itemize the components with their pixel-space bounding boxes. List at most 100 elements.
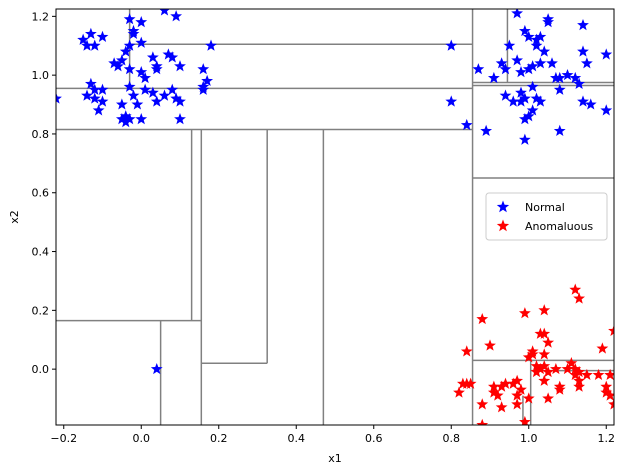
x-tick-label: 0.0	[133, 432, 151, 445]
data-point	[608, 398, 614, 410]
data-point	[569, 283, 582, 295]
y-tick-label: 0.6	[32, 187, 50, 200]
data-point	[135, 66, 148, 78]
data-point	[197, 63, 210, 75]
data-point	[553, 124, 566, 137]
data-point	[561, 68, 574, 81]
data-point	[530, 39, 543, 51]
data-point	[123, 13, 136, 25]
data-point	[534, 57, 547, 69]
series-normal	[56, 9, 613, 375]
data-point	[108, 57, 121, 69]
legend-marker	[496, 219, 510, 232]
data-point	[569, 71, 582, 84]
data-point	[460, 345, 473, 357]
data-point	[553, 83, 566, 95]
data-point	[511, 398, 524, 410]
data-point	[487, 380, 500, 392]
x-axis-label: x1	[328, 452, 342, 465]
data-point	[464, 377, 477, 389]
y-tick-label: 0.0	[32, 363, 50, 376]
data-point	[115, 54, 128, 66]
data-point	[135, 113, 148, 125]
data-point	[495, 401, 508, 413]
data-point	[530, 360, 543, 372]
data-point	[131, 98, 144, 110]
data-point	[546, 57, 558, 69]
data-point	[549, 362, 562, 375]
data-point	[538, 327, 551, 339]
data-point	[476, 312, 489, 325]
data-point	[123, 63, 136, 75]
legend-label: Anomaluous	[525, 220, 593, 233]
legend-label: Normal	[525, 201, 565, 214]
data-point	[495, 380, 508, 392]
x-tick-label: 0.4	[288, 432, 306, 445]
data-point	[81, 39, 93, 51]
data-point	[518, 307, 531, 319]
data-point	[511, 374, 524, 386]
data-point	[445, 95, 458, 107]
data-point	[150, 362, 163, 375]
data-point	[577, 95, 589, 107]
data-point	[56, 92, 62, 104]
plot-area-frame	[55, 8, 615, 426]
data-point	[569, 362, 582, 375]
data-point	[123, 39, 136, 51]
data-point	[96, 83, 109, 95]
data-point	[608, 324, 614, 336]
data-point	[511, 389, 524, 401]
x-tick-label: 0.2	[210, 432, 228, 445]
data-point	[530, 92, 543, 104]
data-point	[592, 368, 605, 381]
legend-marker	[496, 200, 510, 213]
data-point	[170, 92, 183, 104]
data-point	[538, 374, 551, 386]
data-point	[518, 113, 531, 125]
data-point	[596, 342, 609, 354]
data-point	[119, 110, 132, 122]
data-point	[577, 45, 589, 57]
y-tick-label: 0.8	[32, 128, 50, 141]
data-point	[580, 57, 593, 69]
data-point	[84, 27, 97, 40]
y-axis-label: x2	[8, 210, 21, 224]
legend: Normal Anomaluous	[485, 192, 608, 241]
data-point	[518, 92, 531, 104]
y-tick-label: 0.2	[32, 304, 50, 317]
data-point	[88, 39, 101, 51]
data-point	[499, 377, 512, 389]
data-point	[573, 77, 586, 89]
data-point	[522, 110, 535, 122]
data-point	[515, 383, 527, 395]
x-tick-label: −0.2	[50, 432, 77, 445]
data-point	[96, 30, 109, 42]
data-point	[526, 348, 539, 360]
data-point	[518, 24, 531, 37]
data-point	[580, 368, 593, 381]
data-point	[538, 45, 551, 57]
data-points	[56, 9, 614, 425]
legend-box	[485, 192, 608, 241]
data-point	[522, 351, 535, 363]
data-point	[553, 383, 566, 395]
data-point	[162, 48, 175, 60]
data-point	[146, 51, 159, 63]
data-point	[526, 60, 539, 72]
data-point	[573, 380, 586, 392]
data-point	[127, 27, 140, 40]
data-point	[542, 336, 555, 348]
data-point	[476, 418, 489, 425]
data-point	[604, 368, 614, 381]
data-point	[119, 115, 132, 128]
data-point	[573, 374, 586, 386]
data-point	[139, 71, 152, 84]
data-point	[487, 386, 500, 398]
data-point	[553, 71, 566, 84]
data-point	[499, 89, 512, 101]
data-point	[84, 77, 97, 89]
data-point	[542, 392, 555, 404]
data-point	[115, 113, 128, 125]
data-point	[565, 357, 578, 369]
data-point	[491, 389, 504, 401]
